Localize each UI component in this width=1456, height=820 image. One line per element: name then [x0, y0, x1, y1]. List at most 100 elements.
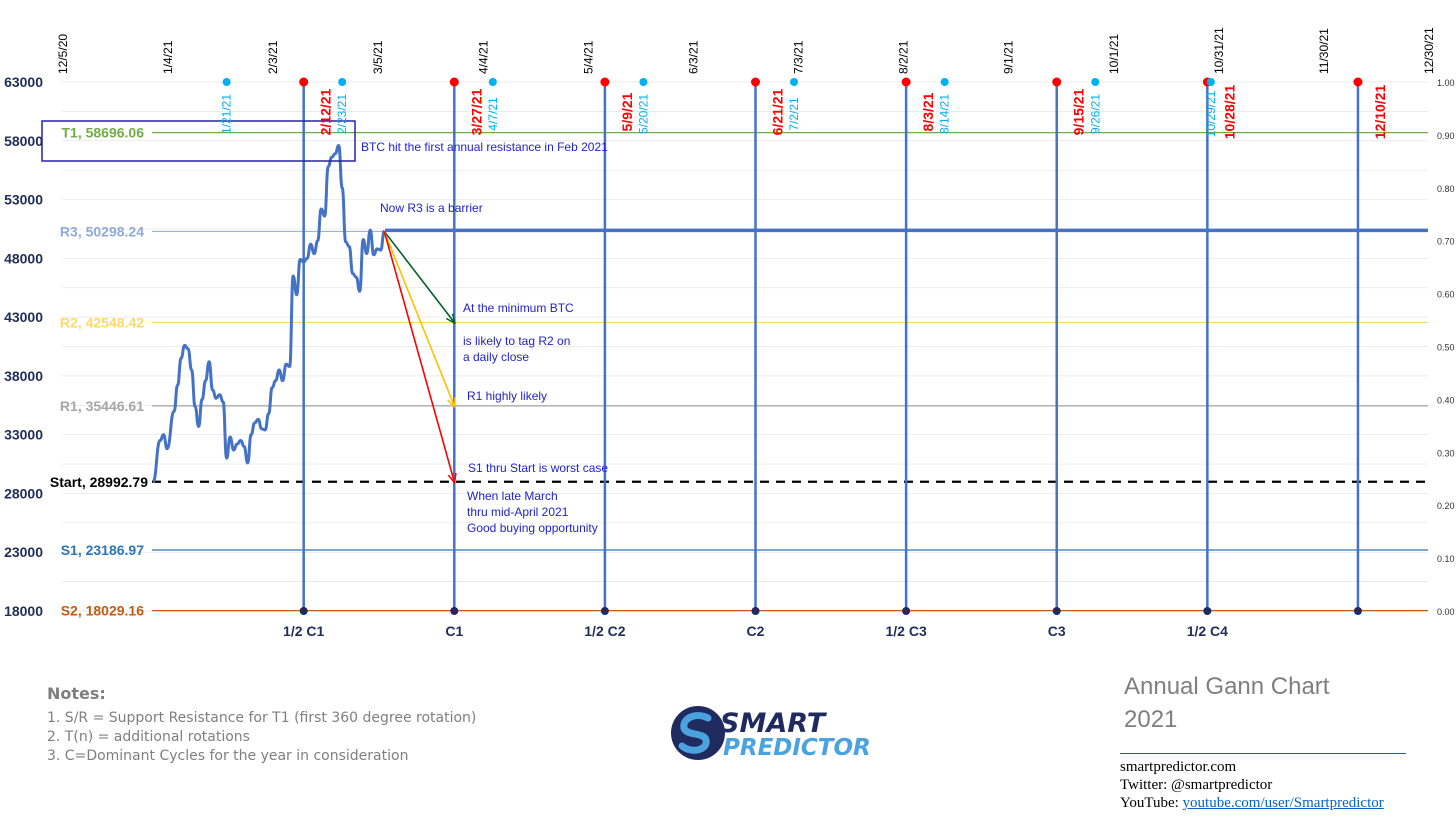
contact-info: smartpredictor.com Twitter: @smartpredic… — [1120, 758, 1384, 812]
level-label: R2, 42548.42 — [60, 314, 144, 330]
chart-title-line2: 2021 — [1124, 706, 1178, 733]
annotation-text: S1 thru Start is worst case — [468, 461, 608, 475]
cycle-dot — [1052, 607, 1061, 615]
annotation-text: Now R3 is a barrier — [380, 201, 483, 215]
red-marker — [449, 77, 459, 87]
level-label: Start, 28992.79 — [50, 474, 148, 490]
gann-chart: 18000 23000 28000 33000 38000 43000 48000 53000… — [4, 27, 1455, 639]
cyan-date-label: 4/7/21 — [486, 97, 500, 131]
logo-line2: PREDICTOR — [723, 735, 871, 761]
x-date-label: 9/1/21 — [1002, 40, 1016, 74]
level-label: T1, 58696.06 — [61, 125, 144, 141]
cyan-marker — [639, 78, 648, 86]
notes-line: 2. T(n) = additional rotations — [47, 729, 250, 745]
red-marker — [600, 77, 610, 87]
red-date-label: 2/12/21 — [318, 88, 334, 135]
y2-tick-label: 0.50 — [1437, 343, 1455, 353]
y2-tick-label: 1.00 — [1437, 78, 1455, 88]
red-marker — [299, 77, 309, 87]
red-date-label: 12/10/21 — [1372, 85, 1388, 140]
x-date-label: 1/4/21 — [161, 40, 175, 74]
y2-tick-label: 0.70 — [1437, 237, 1455, 247]
y-tick-label: 18000 — [4, 603, 43, 619]
level-label: S2, 18029.16 — [61, 603, 145, 619]
youtube-prefix: YouTube: — [1120, 795, 1183, 811]
y-tick-label: 63000 — [4, 74, 43, 90]
cycle-label: 1/2 C2 — [584, 623, 625, 639]
y2-tick-label: 0.40 — [1437, 395, 1455, 405]
logo-s-swoosh — [678, 712, 712, 754]
logo-line1: SMART — [720, 708, 828, 739]
notes-title: Notes: — [47, 684, 106, 703]
x-date-label: 12/30/21 — [1422, 27, 1436, 74]
red-marker — [1353, 77, 1363, 87]
y2-tick-label: 0.10 — [1437, 554, 1455, 564]
projection-arrow — [383, 231, 454, 481]
website-text: smartpredictor.com — [1120, 759, 1237, 775]
y2-tick-label: 0.30 — [1437, 448, 1455, 458]
x-date-label: 12/5/20 — [56, 34, 70, 74]
y-tick-label: 38000 — [4, 368, 43, 384]
annotation-text: When late March — [467, 489, 558, 503]
x-date-label: 10/1/21 — [1107, 34, 1121, 74]
cycle-dot — [1353, 607, 1362, 615]
y-tick-label: 58000 — [4, 133, 43, 149]
y-tick-label: 48000 — [4, 250, 43, 266]
y-tick-label: 43000 — [4, 309, 43, 325]
x-date-label: 11/30/21 — [1317, 28, 1331, 74]
cycle-dot — [1203, 607, 1212, 615]
smart-predictor-logo: SMART PREDICTOR — [671, 706, 871, 761]
cycle-label: 1/2 C4 — [1187, 623, 1228, 639]
notes-panel: Notes: 1. S/R = Support Resistance for T… — [47, 684, 476, 766]
red-date-label: 5/9/21 — [619, 92, 635, 131]
cyan-marker — [338, 78, 347, 86]
cycle-label: 1/2 C3 — [885, 623, 926, 639]
cyan-date-label: 5/20/21 — [636, 94, 650, 134]
annotation-text: is likely to tag R2 on — [463, 334, 570, 348]
notes-line: 1. S/R = Support Resistance for T1 (firs… — [47, 710, 477, 726]
cyan-marker — [940, 78, 949, 86]
level-label: R3, 50298.24 — [60, 223, 144, 239]
cyan-date-label: 10/29/21 — [1204, 90, 1218, 137]
projection-arrow — [383, 231, 454, 406]
cycle-dot — [902, 607, 911, 615]
cyan-marker — [790, 78, 799, 86]
y2-tick-label: 0.20 — [1437, 501, 1455, 511]
cyan-date-label: 1/21/21 — [220, 94, 234, 134]
red-date-label: 10/28/21 — [1221, 85, 1237, 140]
cyan-marker — [222, 78, 231, 86]
y2-tick-label: 0.00 — [1437, 607, 1455, 617]
twitter-text: Twitter: @smartpredictor — [1120, 777, 1273, 793]
chart-title-line1: Annual Gann Chart — [1124, 673, 1330, 700]
y2-tick-label: 0.90 — [1437, 131, 1455, 141]
y-tick-label: 33000 — [4, 427, 43, 443]
title-divider — [1120, 753, 1406, 754]
annotation-text: BTC hit the first annual resistance in F… — [361, 140, 608, 154]
red-date-label: 6/21/21 — [770, 88, 786, 135]
cycle-dot — [600, 607, 609, 615]
annotation-text: a daily close — [463, 350, 529, 364]
cyan-marker — [1091, 78, 1100, 86]
cycle-dot — [299, 607, 308, 615]
cyan-date-label: 7/2/21 — [787, 97, 801, 131]
x-date-label: 8/2/21 — [897, 40, 911, 74]
x-date-label: 5/4/21 — [581, 40, 595, 74]
level-label: R1, 35446.61 — [60, 398, 144, 414]
x-date-label: 10/31/21 — [1212, 27, 1226, 74]
y-tick-label: 28000 — [4, 485, 43, 501]
projection-arrow — [383, 230, 454, 322]
cyan-date-label: 8/14/21 — [938, 94, 952, 134]
cycle-label: C2 — [747, 623, 765, 639]
red-date-label: 3/27/21 — [468, 88, 484, 135]
red-marker — [751, 77, 761, 87]
cycle-label: C3 — [1048, 623, 1066, 639]
red-marker — [1052, 77, 1062, 87]
x-date-label: 2/3/21 — [266, 40, 280, 74]
youtube-link[interactable]: youtube.com/user/Smartpredictor — [1182, 795, 1384, 811]
notes-line: 3. C=Dominant Cycles for the year in con… — [47, 748, 409, 764]
chart-title: Annual Gann Chart 2021 — [1124, 670, 1329, 736]
y2-tick-label: 0.80 — [1437, 184, 1455, 194]
level-label: S1, 23186.97 — [61, 542, 145, 558]
cycle-dot — [751, 607, 760, 615]
x-date-label: 6/3/21 — [686, 40, 700, 74]
